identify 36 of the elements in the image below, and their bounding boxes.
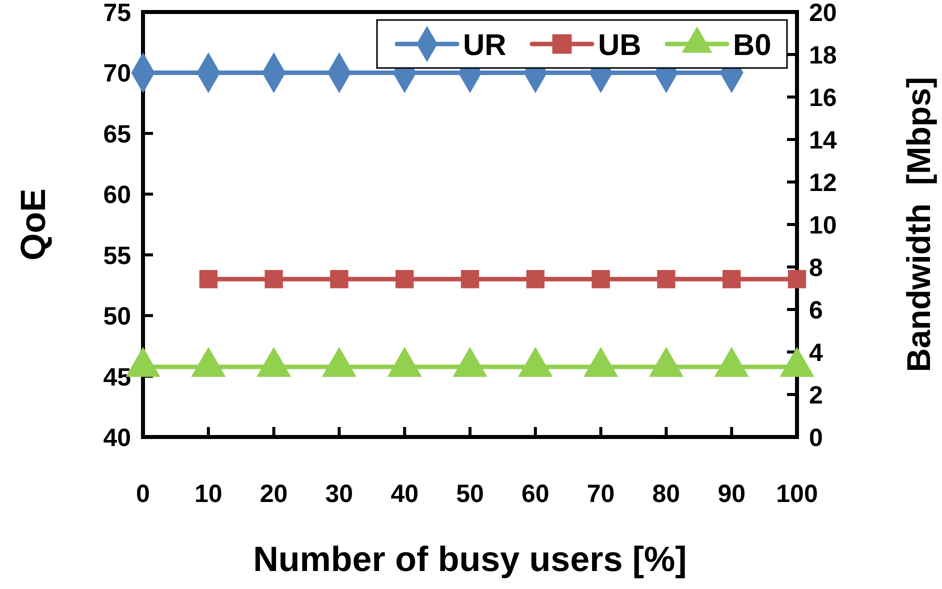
y2-tick-label: 18 bbox=[809, 42, 837, 70]
x-tick-label: 70 bbox=[586, 480, 615, 508]
x-tick-label: 40 bbox=[390, 480, 419, 508]
x-axis-title: Number of busy users [%] bbox=[253, 540, 687, 579]
y2-tick-label: 4 bbox=[809, 339, 823, 367]
x-tick-label: 30 bbox=[325, 480, 354, 508]
y2-tick-label: 2 bbox=[809, 382, 823, 410]
x-tick-label: 20 bbox=[260, 480, 288, 508]
legend-label: UR bbox=[463, 29, 507, 62]
y-tick-label: 65 bbox=[103, 120, 132, 148]
y-tick-label: 45 bbox=[103, 363, 132, 392]
x-tick-label: 90 bbox=[718, 480, 746, 508]
y-tick-label: 40 bbox=[103, 424, 131, 452]
y-axis-title: QoE bbox=[14, 188, 53, 260]
y2-tick-label: 20 bbox=[809, 0, 837, 27]
y2-tick-label: 16 bbox=[809, 84, 837, 112]
x-tick-label: 50 bbox=[456, 480, 484, 508]
x-tick-label: 0 bbox=[136, 480, 150, 508]
y-tick-label: 75 bbox=[103, 0, 132, 27]
y2-tick-label: 8 bbox=[809, 254, 823, 282]
y-tick-label: 50 bbox=[103, 302, 131, 331]
x-tick-label: 100 bbox=[776, 480, 818, 508]
y2-tick-label: 12 bbox=[809, 169, 837, 197]
y-tick-label: 55 bbox=[103, 242, 132, 270]
y2-tick-label: 6 bbox=[809, 296, 823, 324]
legend-label: B0 bbox=[733, 29, 772, 62]
legend-label: UB bbox=[598, 29, 642, 62]
y2-tick-label: 14 bbox=[809, 126, 837, 154]
y2-tick-label: 10 bbox=[809, 212, 837, 240]
x-tick-label: 10 bbox=[194, 480, 222, 508]
y-tick-label: 60 bbox=[103, 181, 131, 210]
y2-tick-label: 0 bbox=[809, 424, 823, 452]
x-tick-label: 80 bbox=[652, 480, 680, 508]
x-tick-label: 60 bbox=[521, 480, 550, 508]
y-tick-label: 70 bbox=[103, 60, 131, 88]
y2-axis-title: Bandwidth [Mbps] bbox=[900, 76, 937, 372]
